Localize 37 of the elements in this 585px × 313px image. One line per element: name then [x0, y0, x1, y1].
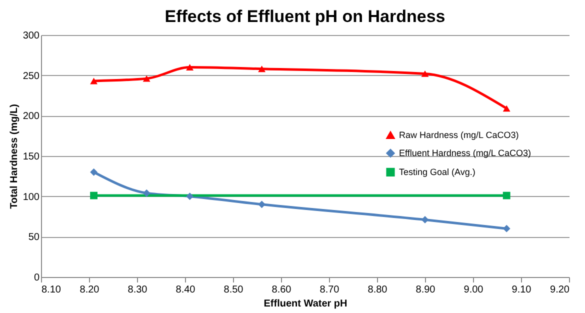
point	[186, 192, 194, 200]
x-tick-label: 8.80	[368, 284, 388, 296]
y-tick-label: 200	[22, 111, 40, 122]
point	[502, 105, 510, 112]
point	[142, 189, 150, 197]
legend-label: Testing Goal (Avg.)	[399, 167, 476, 178]
chart-title: Effects of Effluent pH on Hardness	[164, 7, 446, 26]
x-tick-label: 8.60	[272, 284, 292, 296]
point	[421, 70, 429, 77]
x-tick-label: 8.30	[128, 284, 148, 296]
y-tick-label: 50	[28, 232, 40, 244]
point	[258, 66, 266, 72]
x-tick-label: 8.90	[416, 284, 436, 296]
x-tick-label: 9.10	[512, 284, 532, 296]
point	[502, 224, 510, 232]
point	[142, 75, 150, 82]
y-tick-label: 150	[22, 152, 40, 162]
legend-label: Effluent Hardness (mg/L CaCO3)	[399, 148, 532, 158]
x-tick-label: 8.20	[80, 284, 100, 296]
legend-label: Raw Hardness (mg/L CaCO3)	[399, 130, 519, 140]
point	[502, 192, 510, 200]
point	[90, 192, 98, 200]
y-axis-title: Total Hardness (mg/L)	[8, 104, 20, 209]
point	[90, 78, 98, 84]
point	[90, 168, 98, 176]
y-tick-label: 300	[22, 30, 40, 42]
x-tick-label: 9.20	[550, 284, 570, 296]
y-tick-label: 100	[22, 192, 40, 203]
y-tick-label: 0	[34, 272, 40, 284]
x-axis-title: Effluent Water pH	[264, 298, 348, 310]
x-tick-label: 9.00	[464, 284, 484, 296]
x-tick-label: 8.70	[320, 284, 340, 296]
x-tick-label: 8.40	[176, 284, 196, 296]
point	[186, 64, 194, 70]
x-tick-label: 8.10	[42, 284, 62, 296]
y-tick-label: 250	[22, 70, 40, 82]
x-tick-label: 8.50	[224, 284, 244, 296]
